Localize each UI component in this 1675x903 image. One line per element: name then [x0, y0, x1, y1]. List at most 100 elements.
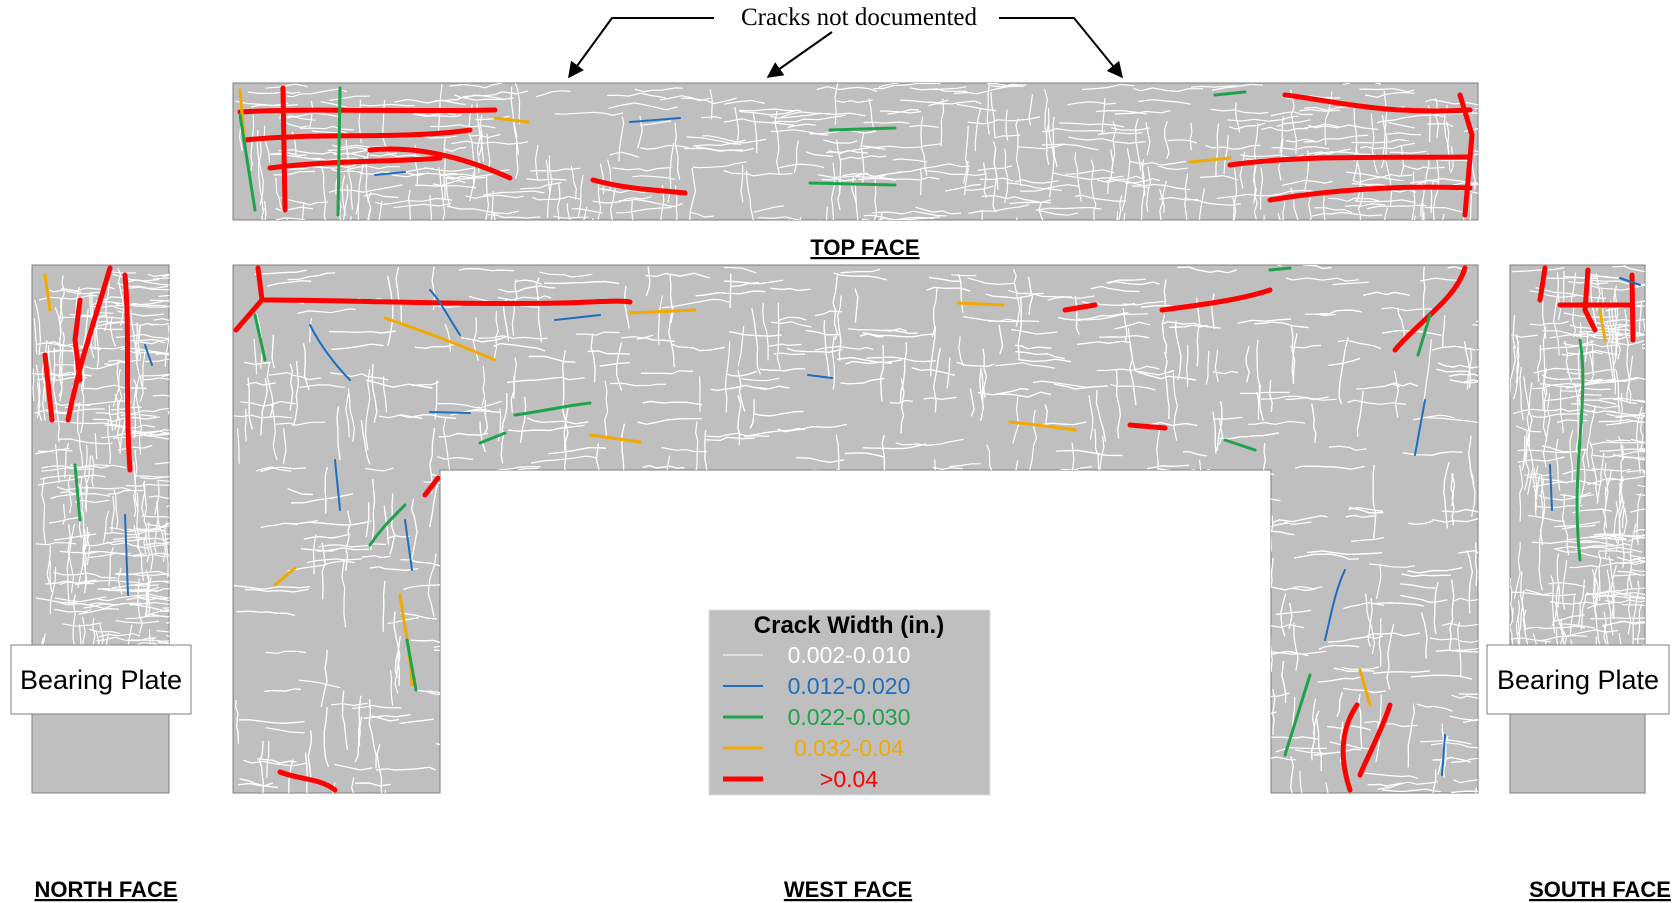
west-face	[232, 264, 1479, 794]
fine-crack	[753, 385, 790, 390]
fine-crack	[1053, 172, 1124, 181]
fine-crack	[1271, 145, 1329, 151]
fine-crack	[478, 115, 483, 156]
fine-crack	[1346, 171, 1404, 182]
fine-crack	[1596, 452, 1605, 504]
fine-crack	[847, 327, 908, 332]
fine-crack	[636, 556, 641, 600]
crack	[629, 117, 681, 123]
fine-crack	[518, 632, 524, 694]
crack	[1127, 422, 1168, 431]
fine-crack	[1293, 622, 1299, 671]
fine-crack	[744, 427, 805, 438]
fine-crack	[1159, 196, 1199, 201]
fine-crack	[786, 347, 843, 353]
fine-crack	[1173, 732, 1180, 793]
fine-crack	[990, 92, 996, 139]
fine-crack	[101, 431, 169, 439]
fine-crack	[1016, 748, 1021, 782]
fine-crack	[842, 171, 903, 178]
fine-crack	[1167, 139, 1198, 144]
fine-crack	[566, 203, 571, 220]
fine-crack	[768, 343, 802, 347]
fine-crack	[1010, 638, 1067, 642]
fine-crack	[414, 343, 455, 349]
fine-crack	[806, 498, 810, 525]
fine-crack	[54, 608, 92, 613]
fine-crack	[286, 88, 348, 98]
fine-crack	[1453, 778, 1478, 784]
fine-crack	[1612, 398, 1637, 405]
fine-crack	[446, 776, 457, 793]
fine-crack	[1592, 593, 1645, 599]
crack	[277, 769, 338, 793]
crack	[238, 113, 257, 212]
cracks-0-012-0-020	[124, 117, 1641, 776]
fine-crack	[706, 432, 770, 438]
fine-crack	[1265, 736, 1319, 740]
fine-crack	[660, 185, 665, 220]
crack	[280, 85, 288, 213]
fine-crack	[734, 106, 740, 145]
fine-crack	[357, 200, 360, 220]
fine-crack	[1053, 383, 1108, 390]
fine-crack	[399, 414, 456, 419]
fine-crack	[700, 116, 722, 119]
fine-crack	[1110, 680, 1183, 688]
fine-crack	[114, 368, 123, 431]
crack	[956, 301, 1005, 307]
fine-crack	[1001, 724, 1039, 729]
fine-crack	[681, 558, 688, 586]
fine-crack	[1110, 680, 1183, 688]
crack	[478, 431, 507, 445]
fine-crack	[1359, 88, 1415, 93]
fine-crack	[535, 90, 571, 98]
fine-crack	[103, 530, 161, 536]
fine-crack	[494, 582, 548, 591]
fine-crack	[1101, 744, 1108, 792]
fine-crack	[1393, 370, 1399, 418]
crack	[1598, 308, 1607, 342]
fine-crack	[58, 362, 63, 397]
fine-crack	[1012, 269, 1021, 327]
fine-crack	[287, 272, 336, 281]
fine-crack	[808, 493, 813, 547]
fine-crack	[689, 211, 714, 218]
fine-crack	[1270, 530, 1295, 536]
fine-crack	[1166, 669, 1208, 676]
fine-crack	[1228, 613, 1266, 618]
fine-crack	[1241, 568, 1248, 613]
fine-crack	[334, 763, 373, 771]
crack	[493, 116, 530, 124]
fine-crack	[1058, 519, 1129, 525]
fine-crack	[805, 151, 834, 157]
fine-crack	[153, 318, 169, 321]
fine-crack	[40, 637, 44, 645]
fine-crack	[382, 580, 386, 632]
arrow	[568, 17, 714, 79]
fine-crack	[444, 663, 449, 735]
fine-crack	[1047, 295, 1095, 301]
fine-crack	[278, 149, 343, 156]
fine-crack	[1215, 123, 1220, 178]
fine-crack	[888, 487, 942, 492]
fine-crack	[1124, 471, 1174, 477]
fine-crack	[768, 515, 819, 520]
fine-crack	[444, 175, 475, 180]
fine-crack	[1618, 587, 1645, 592]
fine-crack	[394, 636, 401, 678]
fine-crack	[1411, 171, 1416, 220]
fine-crack	[140, 475, 169, 480]
fine-crack	[1065, 623, 1111, 628]
fine-crack	[1089, 604, 1095, 655]
fine-crack	[1293, 553, 1359, 560]
fine-crack	[1590, 617, 1645, 620]
fine-crack	[358, 99, 362, 144]
fine-crack	[501, 393, 508, 437]
fine-crack	[1615, 414, 1645, 419]
fine-crack	[1436, 368, 1470, 373]
fine-crack	[1088, 395, 1094, 440]
fine-crack	[1328, 357, 1361, 366]
fine-crack	[1258, 733, 1264, 761]
